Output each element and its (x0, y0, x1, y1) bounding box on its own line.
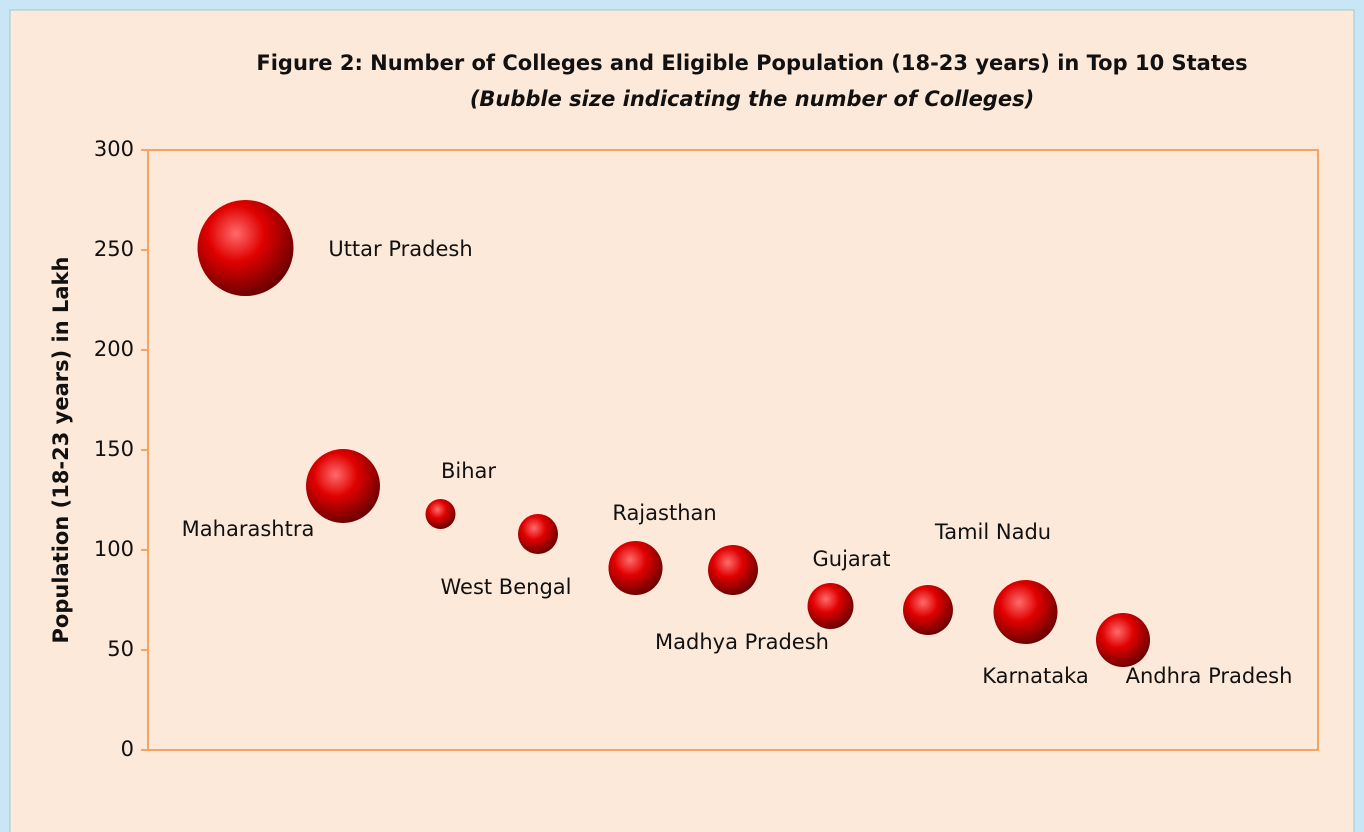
data-label: Gujarat (812, 547, 890, 571)
chart-subtitle: (Bubble size indicating the number of Co… (470, 87, 1034, 111)
bubble (608, 540, 663, 596)
y-tick-label: 300 (94, 137, 134, 161)
bubble (425, 498, 456, 530)
bubble (517, 513, 559, 555)
bubble (807, 583, 854, 629)
y-tick-label: 0 (121, 737, 134, 761)
chart-title: Figure 2: Number of Colleges and Eligibl… (256, 51, 1247, 75)
bubble (1095, 612, 1151, 668)
data-label: Bihar (441, 459, 496, 483)
data-label: Madhya Pradesh (655, 630, 829, 654)
bubble (993, 579, 1058, 645)
y-tick-label: 200 (94, 337, 134, 361)
data-label: Rajasthan (612, 501, 716, 525)
y-axis-label: Population (18-23 years) in Lakh (49, 257, 73, 644)
data-label: West Bengal (441, 575, 572, 599)
bubble (903, 585, 953, 635)
data-label: Andhra Pradesh (1126, 664, 1293, 688)
bubble (306, 449, 380, 523)
y-tick-label: 100 (94, 537, 134, 561)
data-label: Uttar Pradesh (328, 237, 472, 261)
data-label: Maharashtra (182, 517, 315, 541)
y-tick-label: 50 (107, 637, 134, 661)
chart-background (9, 9, 1355, 832)
bubble (197, 200, 294, 296)
y-tick-label: 150 (94, 437, 134, 461)
data-label: Tamil Nadu (934, 520, 1051, 544)
bubble (708, 545, 758, 595)
y-tick-label: 250 (94, 237, 134, 261)
data-label: Karnataka (982, 664, 1088, 688)
